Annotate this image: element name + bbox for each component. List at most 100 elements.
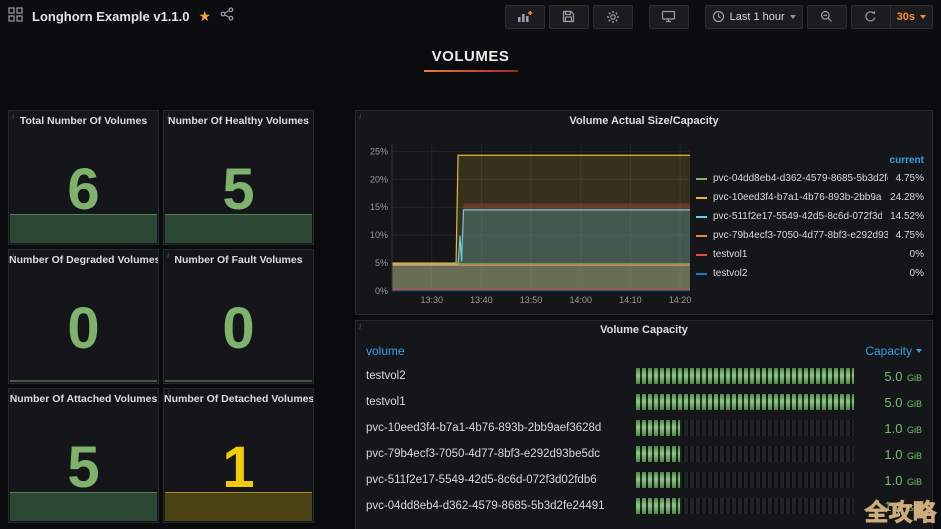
legend-series-name[interactable]: testvol2: [713, 268, 902, 279]
table-body: testvol2 5.0 GiB testvol1 5.0 GiB pvc-10eed3…: [356, 363, 932, 519]
time-range-picker[interactable]: Last 1 hour: [705, 5, 803, 29]
panel-title[interactable]: Volume Capacity: [356, 321, 932, 339]
stat-panel-title[interactable]: Number Of Attached Volumes: [9, 389, 158, 409]
grafana-dashboard: Longhorn Example v1.1.0 ★: [0, 0, 941, 529]
column-header-capacity[interactable]: Capacity: [865, 344, 922, 358]
time-range-label: Last 1 hour: [730, 11, 785, 23]
svg-text:13:40: 13:40: [470, 295, 493, 305]
legend-current-header[interactable]: current: [694, 155, 928, 169]
panel-info-icon[interactable]: i: [12, 112, 14, 121]
svg-text:5%: 5%: [375, 258, 388, 268]
legend-series-swatch: [696, 216, 707, 218]
stat-panel-0: iTotal Number Of Volumes6: [8, 110, 159, 245]
section-heading: VOLUMES: [0, 48, 941, 72]
capacity-value-cell: 5.0 GiB: [864, 369, 922, 384]
legend-series-name[interactable]: pvc-04dd8eb4-d362-4579-8685-5b3d2fe24491: [713, 173, 888, 184]
capacity-gauge: [636, 420, 854, 436]
capacity-gauge: [636, 472, 854, 488]
column-header-volume[interactable]: volume: [366, 344, 865, 358]
refresh-interval-picker[interactable]: 30s: [891, 5, 933, 29]
panel-info-icon[interactable]: i: [167, 112, 169, 121]
panel-info-icon[interactable]: i: [167, 251, 169, 260]
legend-series-name[interactable]: testvol1: [713, 249, 902, 260]
sort-desc-icon: [916, 349, 922, 353]
capacity-gauge: [636, 446, 854, 462]
svg-text:15%: 15%: [370, 202, 388, 212]
table-row[interactable]: pvc-04dd8eb4-d362-4579-8685-5b3d2fe24491…: [356, 493, 932, 519]
capacity-gauge: [636, 368, 854, 384]
dashboard-settings-button[interactable]: [593, 5, 633, 29]
chevron-down-icon: [790, 15, 796, 19]
table-row[interactable]: pvc-79b4ecf3-7050-4d77-8bf3-e292d93be5dc…: [356, 441, 932, 467]
top-navbar: Longhorn Example v1.1.0 ★: [0, 0, 941, 33]
watermark-text: 全攻略: [865, 493, 937, 527]
volume-name-cell[interactable]: pvc-511f2e17-5549-42d5-8c6d-072f3d02fdb6: [366, 474, 636, 486]
legend-current-value: 0%: [910, 249, 924, 260]
panel-info-icon[interactable]: i: [359, 322, 361, 331]
table-row[interactable]: pvc-10eed3f4-b7a1-4b76-893b-2bb9aef3628d…: [356, 415, 932, 441]
stat-sparkline: [10, 214, 157, 243]
svg-text:13:50: 13:50: [520, 295, 543, 305]
table-row[interactable]: testvol1 5.0 GiB: [356, 389, 932, 415]
table-header-row: volume Capacity: [356, 339, 932, 363]
section-heading-underline: [424, 70, 518, 72]
capacity-value-cell: 1.0 GiB: [864, 421, 922, 436]
panel-info-icon[interactable]: i: [12, 390, 14, 399]
panel-info-icon[interactable]: i: [167, 390, 169, 399]
volume-name-cell[interactable]: pvc-79b4ecf3-7050-4d77-8bf3-e292d93be5dc: [366, 448, 636, 460]
capacity-gauge: [636, 394, 854, 410]
zoom-out-time-button[interactable]: [807, 5, 847, 29]
legend-item[interactable]: testvol2 0%: [694, 264, 928, 283]
legend-item[interactable]: pvc-79b4ecf3-7050-4d77-8bf3-e292d93be5dc…: [694, 226, 928, 245]
svg-text:14:20: 14:20: [669, 295, 692, 305]
stat-panel-title[interactable]: Number Of Detached Volumes...: [164, 389, 313, 409]
capacity-value-cell: 5.0 GiB: [864, 395, 922, 410]
legend-series-name[interactable]: pvc-10eed3f4-b7a1-4b76-893b-2bb9aef3628d: [713, 192, 882, 203]
volume-name-cell[interactable]: testvol2: [366, 370, 636, 382]
stat-panel-title[interactable]: Number Of Degraded Volumes...: [9, 250, 158, 270]
svg-text:14:00: 14:00: [569, 295, 592, 305]
legend-item[interactable]: testvol1 0%: [694, 245, 928, 264]
refresh-button[interactable]: [851, 5, 891, 29]
refresh-interval-label: 30s: [897, 11, 915, 23]
stat-panel-title[interactable]: Number Of Healthy Volumes: [164, 111, 313, 131]
legend-series-swatch: [696, 197, 707, 199]
share-icon[interactable]: [220, 7, 234, 26]
capacity-value-cell: 1.0 GiB: [864, 447, 922, 462]
chevron-down-icon: [920, 15, 926, 19]
volume-name-cell[interactable]: pvc-04dd8eb4-d362-4579-8685-5b3d2fe24491: [366, 500, 636, 512]
stat-panel-title[interactable]: Total Number Of Volumes: [9, 111, 158, 131]
capacity-gauge-fill: [636, 498, 680, 514]
cycle-view-mode-button[interactable]: [649, 5, 689, 29]
stat-sparkline: [165, 214, 312, 243]
legend-series-name[interactable]: pvc-79b4ecf3-7050-4d77-8bf3-e292d93be5dc: [713, 230, 888, 241]
favorite-star-icon[interactable]: ★: [199, 10, 212, 24]
stat-sparkline: [10, 492, 157, 521]
panel-info-icon[interactable]: i: [359, 112, 361, 121]
stat-panel-2: iNumber Of Degraded Volumes...0: [8, 249, 159, 384]
table-row[interactable]: testvol2 5.0 GiB: [356, 363, 932, 389]
volume-name-cell[interactable]: testvol1: [366, 396, 636, 408]
table-row[interactable]: pvc-511f2e17-5549-42d5-8c6d-072f3d02fdb6…: [356, 467, 932, 493]
legend-item[interactable]: pvc-10eed3f4-b7a1-4b76-893b-2bb9aef3628d…: [694, 188, 928, 207]
legend-item[interactable]: pvc-511f2e17-5549-42d5-8c6d-072f3d02fdb6…: [694, 207, 928, 226]
legend-item[interactable]: pvc-04dd8eb4-d362-4579-8685-5b3d2fe24491…: [694, 169, 928, 188]
legend-series-name[interactable]: pvc-511f2e17-5549-42d5-8c6d-072f3d02fdb6: [713, 211, 882, 222]
dashboard-title[interactable]: Longhorn Example v1.1.0: [32, 9, 190, 24]
svg-text:20%: 20%: [370, 174, 388, 184]
legend-series-swatch: [696, 235, 707, 237]
save-dashboard-button[interactable]: [549, 5, 589, 29]
legend-current-value: 4.75%: [896, 230, 924, 241]
panel-info-icon[interactable]: i: [12, 251, 14, 260]
chart-legend: current pvc-04dd8eb4-d362-4579-8685-5b3d…: [694, 133, 928, 310]
stat-panel-title[interactable]: Number Of Fault Volumes: [164, 250, 313, 270]
legend-current-value: 0%: [910, 268, 924, 279]
legend-series-swatch: [696, 254, 707, 256]
volume-name-cell[interactable]: pvc-10eed3f4-b7a1-4b76-893b-2bb9aef3628d: [366, 422, 636, 434]
svg-text:10%: 10%: [370, 230, 388, 240]
panel-volume-actual-size-capacity: i Volume Actual Size/Capacity 0% 5% 10% 15%…: [355, 110, 933, 315]
panel-title[interactable]: Volume Actual Size/Capacity: [356, 111, 932, 131]
dashboards-grid-icon[interactable]: [8, 7, 23, 27]
add-panel-button[interactable]: [505, 5, 545, 29]
timeseries-plot[interactable]: 0%5%10%15%20%25%13:3013:4013:5014:0014:1…: [362, 133, 694, 310]
